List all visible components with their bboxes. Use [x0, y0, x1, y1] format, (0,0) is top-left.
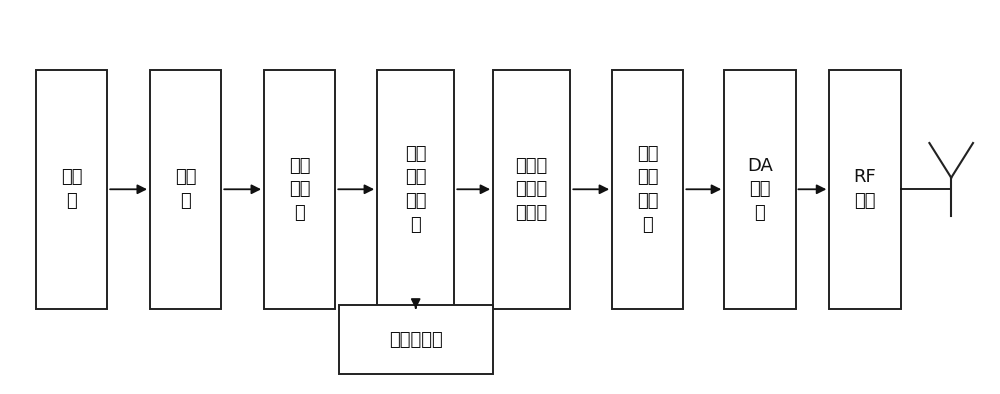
Bar — [724, 70, 796, 309]
Text: 串并
变换
器: 串并 变换 器 — [289, 157, 310, 222]
Text: RF
发送: RF 发送 — [854, 169, 876, 210]
Bar — [612, 70, 683, 309]
Bar — [36, 70, 107, 309]
Bar — [493, 70, 570, 309]
Text: 映射
器: 映射 器 — [175, 169, 196, 210]
Text: 频谱感知器: 频谱感知器 — [389, 331, 443, 349]
Bar — [150, 70, 221, 309]
Bar — [339, 305, 493, 374]
Bar — [377, 70, 454, 309]
Bar — [264, 70, 335, 309]
Text: DA
变换
器: DA 变换 器 — [747, 157, 773, 222]
Bar — [829, 70, 901, 309]
Text: 快速傅
立叶反
变换器: 快速傅 立叶反 变换器 — [516, 157, 548, 222]
Text: 加循
环段
前缀
器: 加循 环段 前缀 器 — [637, 145, 659, 234]
Text: 编码
器: 编码 器 — [61, 169, 82, 210]
Text: 主动
干扰
消除
器: 主动 干扰 消除 器 — [405, 145, 426, 234]
